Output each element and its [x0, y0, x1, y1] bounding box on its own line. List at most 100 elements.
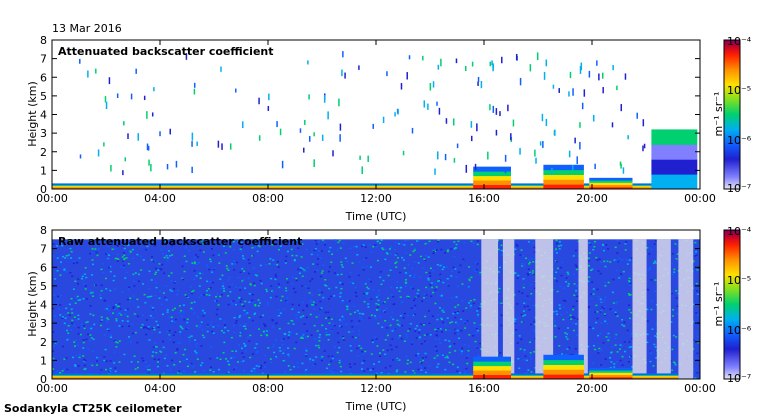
noise-pixel [195, 254, 198, 256]
colorbar-tick: 10⁻⁷ [727, 182, 751, 195]
noise-pixel [168, 335, 171, 337]
noise-pixel [251, 319, 254, 322]
noise-pixel [100, 290, 103, 292]
cloud-specks [79, 51, 646, 176]
colorbar-tick: 10⁻⁵ [727, 274, 751, 287]
noise-pixel [555, 280, 558, 282]
noise-pixel [587, 345, 590, 348]
noise-pixel [235, 322, 238, 324]
noise-pixel [203, 336, 206, 339]
speck [598, 73, 600, 81]
noise-pixel [410, 307, 413, 309]
noise-pixel [227, 279, 230, 281]
noise-pixel [239, 324, 242, 327]
noise-pixel [301, 243, 304, 245]
noise-pixel [212, 326, 215, 328]
noise-pixel [74, 297, 77, 300]
noise-pixel [452, 363, 455, 366]
speck [465, 164, 468, 173]
noise-pixel [605, 336, 608, 338]
speck [453, 158, 456, 163]
noise-pixel [195, 352, 198, 354]
noise-pixel [231, 350, 234, 353]
speck [581, 102, 584, 110]
noise-pixel [337, 241, 340, 244]
noise-pixel [253, 284, 256, 287]
noise-pixel [202, 309, 205, 312]
noise-pixel [244, 328, 247, 330]
noise-pixel [154, 259, 157, 262]
noise-pixel [171, 254, 174, 256]
noise-pixel [277, 266, 280, 268]
noise-pixel [222, 245, 225, 247]
noise-pixel [389, 324, 392, 327]
noise-pixel [115, 346, 118, 348]
noise-pixel [420, 343, 423, 345]
noise-pixel [646, 308, 649, 311]
noise-pixel [466, 362, 469, 365]
noise-pixel [67, 312, 70, 314]
noise-pixel [86, 321, 89, 323]
data-feature [473, 356, 511, 379]
noise-pixel [412, 250, 415, 253]
noise-pixel [264, 366, 267, 368]
layer-band [52, 373, 679, 376]
layer-band [651, 129, 698, 145]
noise-pixel [254, 304, 257, 307]
noise-pixel [186, 296, 189, 298]
noise-pixel [364, 350, 367, 353]
speck [470, 121, 473, 128]
noise-pixel [103, 356, 106, 358]
noise-pixel [592, 327, 595, 330]
noise-pixel [179, 341, 182, 344]
noise-pixel [435, 350, 438, 352]
noise-pixel [126, 271, 129, 274]
noise-pixel [146, 245, 149, 248]
speck [307, 60, 309, 65]
noise-pixel [350, 320, 353, 322]
noise-pixel [58, 372, 61, 374]
noise-pixel [72, 262, 75, 265]
noise-pixel [84, 285, 87, 287]
noise-pixel [158, 297, 161, 299]
layer-band [543, 174, 584, 180]
noise-pixel [413, 299, 416, 302]
noise-pixel [248, 340, 251, 342]
noise-pixel [348, 299, 351, 302]
noise-pixel [222, 287, 225, 290]
noise-pixel [147, 326, 150, 328]
noise-pixel [522, 315, 525, 317]
noise-pixel [71, 319, 74, 322]
panel-attenuated: Attenuated backscatter coefficient 00:00… [26, 34, 716, 223]
noise-pixel [206, 290, 209, 292]
data-feature [52, 373, 679, 379]
noise-pixel [631, 365, 634, 368]
noise-pixel [53, 315, 56, 318]
noise-pixel [82, 298, 85, 300]
noise-pixel [286, 297, 289, 299]
noise-pixel [332, 355, 335, 358]
noise-pixel [448, 346, 451, 348]
speck [455, 58, 458, 64]
noise-pixel [554, 249, 557, 252]
noise-pixel [112, 279, 115, 282]
noise-pixel [152, 260, 155, 263]
noise-pixel [65, 307, 68, 310]
noise-pixel [253, 313, 256, 316]
noise-pixel [139, 255, 142, 258]
noise-pixel [407, 264, 410, 266]
colorbar-1: 10⁻⁴ 10⁻⁵ 10⁻⁶ 10⁻⁷ m⁻¹ sr⁻¹ [712, 35, 752, 195]
noise-pixel [96, 360, 99, 362]
noise-pixel [225, 265, 228, 267]
noise-pixel [292, 323, 295, 325]
noise-pixel [219, 295, 222, 298]
noise-pixel [591, 268, 594, 271]
noise-pixel [318, 346, 321, 349]
noise-pixel [527, 241, 530, 243]
noise-pixel [530, 371, 533, 373]
noise-pixel [82, 355, 85, 357]
noise-pixel [380, 372, 383, 374]
noise-pixel [154, 309, 157, 311]
speck [558, 88, 560, 93]
noise-pixel [306, 305, 309, 308]
